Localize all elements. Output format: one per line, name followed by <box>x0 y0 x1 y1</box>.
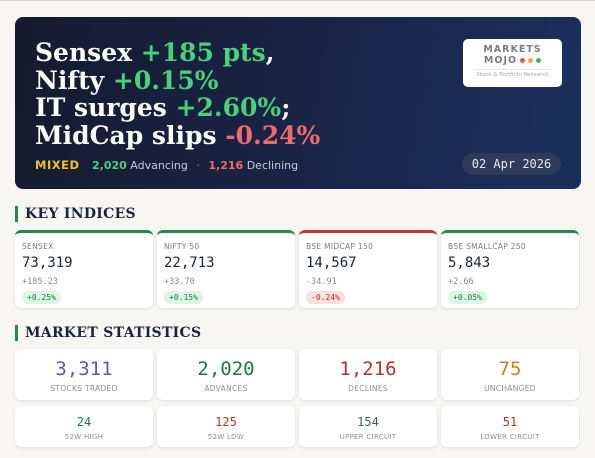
stat-value: 1,216 <box>339 358 397 380</box>
market-statistics-heading: MARKET STATISTICS <box>15 325 201 341</box>
separator-dot: · <box>196 159 200 172</box>
index-value: 22,713 <box>164 255 215 271</box>
index-name: SENSEX <box>22 242 54 251</box>
stat-label: 52W HIGH <box>64 433 104 441</box>
headline-line-nifty: Nifty +0.15% <box>35 65 219 95</box>
stat-value: 154 <box>357 415 379 429</box>
index-change: +185.23 <box>22 277 58 287</box>
logo-dot-green-icon <box>536 58 542 63</box>
declining-label: Declining <box>246 159 299 172</box>
index-value: 73,319 <box>22 255 73 271</box>
market-mood-badge: MIXED <box>35 158 80 172</box>
index-card-sensex: SENSEX 73,319 +185.23 +0.25% <box>15 230 153 308</box>
index-percent-badge: +0.05% <box>448 291 487 304</box>
stat-label: DECLINES <box>348 384 388 393</box>
declining-count: 1,216 <box>208 159 244 172</box>
index-percent-badge: -0.24% <box>306 291 345 304</box>
stat-card-unchanged: 75 UNCHANGED <box>441 349 579 400</box>
index-card-nifty-50: NIFTY 50 22,713 +33.70 +0.15% <box>157 230 295 308</box>
stat-value: 51 <box>502 415 518 429</box>
index-percent-badge: +0.25% <box>22 291 61 304</box>
logo-dot-orange-icon <box>528 58 534 63</box>
stat-label: UNCHANGED <box>484 384 536 393</box>
index-change: +2.66 <box>448 277 474 287</box>
stat-card-lower-circuit: 51 LOWER CIRCUIT <box>441 406 579 447</box>
stat-value: 125 <box>215 415 237 429</box>
headline-highlight: +0.15% <box>112 65 219 95</box>
stat-card-52w-high: 24 52W HIGH <box>15 406 153 447</box>
top-divider <box>0 0 595 1</box>
headline-highlight: +185 pts <box>140 38 266 67</box>
logo-title: MARKETS <box>483 44 542 55</box>
markets-mojo-logo: MARKETS MOJO Stock & Portfolio Research <box>463 39 562 87</box>
stat-card-declines: 1,216 DECLINES <box>299 349 437 400</box>
logo-divider <box>473 69 552 70</box>
headline-highlight: -0.24% <box>225 120 321 150</box>
index-card-bse-smallcap-250: BSE SMALLCAP 250 5,843 +2.66 +0.05% <box>441 230 579 308</box>
stat-value: 24 <box>76 415 92 429</box>
headline-line-midcap: MidCap slips -0.24% <box>35 120 321 150</box>
index-name: BSE SMALLCAP 250 <box>448 242 527 251</box>
index-card-bse-midcap-150: BSE MIDCAP 150 14,567 -34.91 -0.24% <box>299 230 437 308</box>
index-value: 14,567 <box>306 255 357 271</box>
stat-value: 3,311 <box>55 358 113 380</box>
index-name: BSE MIDCAP 150 <box>306 242 374 251</box>
stat-label: STOCKS TRADED <box>50 384 118 393</box>
stat-card-stocks-traded: 3,311 STOCKS TRADED <box>15 349 153 400</box>
headline-highlight: +2.60% <box>175 93 282 122</box>
headline-line-it: IT surges +2.60%; <box>35 93 291 122</box>
stat-value: 2,020 <box>197 358 255 380</box>
index-percent-badge: +0.15% <box>164 291 203 304</box>
logo-subtitle-row: MOJO <box>463 55 562 66</box>
index-change: +33.70 <box>164 277 195 287</box>
stat-label: ADVANCES <box>204 384 248 393</box>
headline-line-sensex: Sensex +185 pts, <box>35 38 275 67</box>
index-change: -34.91 <box>306 277 337 287</box>
logo-dot-red-icon <box>520 58 526 63</box>
advancing-count: 2,020 <box>92 159 127 172</box>
stat-card-52w-low: 125 52W LOW <box>157 406 295 447</box>
stat-label: 52W LOW <box>207 433 245 441</box>
index-value: 5,843 <box>448 255 491 271</box>
report-date: 02 Apr 2026 <box>462 153 561 175</box>
headline: Sensex +185 pts, Nifty +0.15% IT surges … <box>35 39 475 149</box>
stat-label: LOWER CIRCUIT <box>480 433 540 441</box>
index-name: NIFTY 50 <box>164 242 200 251</box>
market-breadth-summary: MIXED 2,020 Advancing · 1,216 Declining <box>35 158 298 172</box>
stat-card-upper-circuit: 154 UPPER CIRCUIT <box>299 406 437 447</box>
key-indices-heading: KEY INDICES <box>15 206 136 222</box>
stat-label: UPPER CIRCUIT <box>339 433 397 441</box>
logo-wordmark: MOJO <box>483 55 518 66</box>
advancing-label: Advancing <box>130 159 188 172</box>
stat-value: 75 <box>498 358 522 380</box>
logo-tagline: Stock & Portfolio Research <box>476 72 549 78</box>
stat-card-advances: 2,020 ADVANCES <box>157 349 295 400</box>
market-summary-banner: Sensex +185 pts, Nifty +0.15% IT surges … <box>15 17 581 189</box>
